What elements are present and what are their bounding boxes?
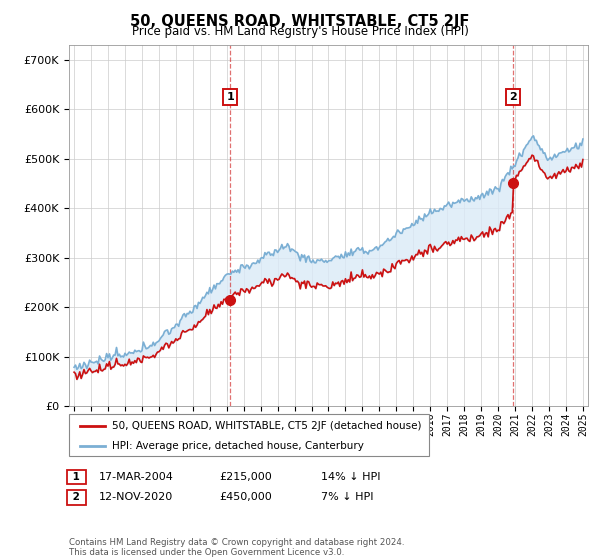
Text: £215,000: £215,000 [219,472,272,482]
Text: 2: 2 [509,92,517,102]
Text: HPI: Average price, detached house, Canterbury: HPI: Average price, detached house, Cant… [112,441,364,451]
Text: 2: 2 [69,492,83,502]
Text: £450,000: £450,000 [219,492,272,502]
Text: Price paid vs. HM Land Registry's House Price Index (HPI): Price paid vs. HM Land Registry's House … [131,25,469,38]
Text: 1: 1 [69,472,83,482]
FancyBboxPatch shape [69,414,429,456]
Text: 14% ↓ HPI: 14% ↓ HPI [321,472,380,482]
Text: 7% ↓ HPI: 7% ↓ HPI [321,492,373,502]
Text: 50, QUEENS ROAD, WHITSTABLE, CT5 2JF (detached house): 50, QUEENS ROAD, WHITSTABLE, CT5 2JF (de… [112,421,422,431]
Text: Contains HM Land Registry data © Crown copyright and database right 2024.
This d: Contains HM Land Registry data © Crown c… [69,538,404,557]
Text: 1: 1 [226,92,234,102]
Text: 12-NOV-2020: 12-NOV-2020 [99,492,173,502]
Text: 50, QUEENS ROAD, WHITSTABLE, CT5 2JF: 50, QUEENS ROAD, WHITSTABLE, CT5 2JF [130,14,470,29]
Text: 17-MAR-2004: 17-MAR-2004 [99,472,174,482]
